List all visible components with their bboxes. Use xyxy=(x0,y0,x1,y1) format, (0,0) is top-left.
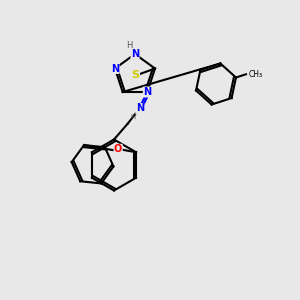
Text: N: N xyxy=(136,103,144,113)
Text: N: N xyxy=(143,87,152,97)
Text: H: H xyxy=(130,114,136,120)
Text: CH₃: CH₃ xyxy=(249,70,263,79)
Text: S: S xyxy=(131,70,140,80)
Text: N: N xyxy=(111,64,119,74)
Text: O: O xyxy=(114,144,122,154)
Text: H: H xyxy=(126,41,133,50)
Text: N: N xyxy=(131,49,139,59)
